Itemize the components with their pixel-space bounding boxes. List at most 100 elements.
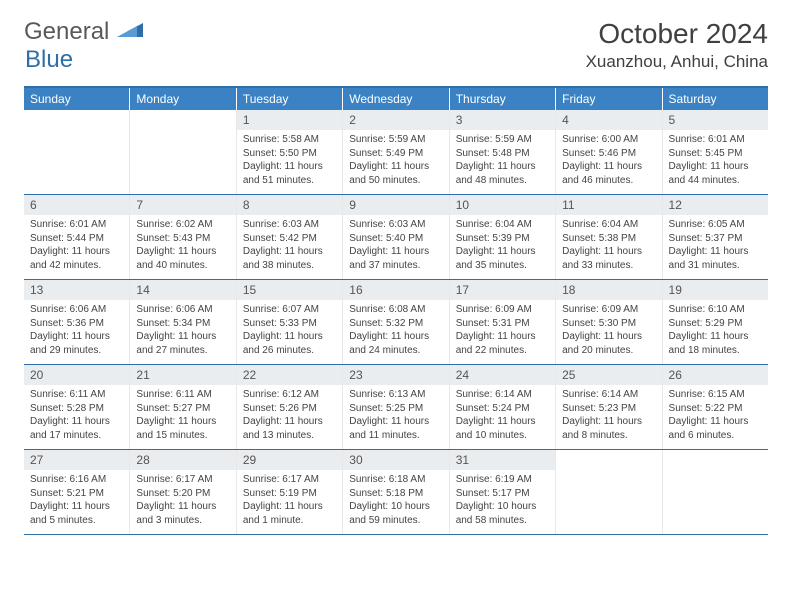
daylight-text: Daylight: 11 hours and 13 minutes. bbox=[243, 415, 336, 442]
day-cell: 8Sunrise: 6:03 AMSunset: 5:42 PMDaylight… bbox=[237, 195, 343, 279]
sunrise-text: Sunrise: 6:11 AM bbox=[30, 388, 123, 402]
weekday-header: Thursday bbox=[450, 88, 556, 110]
day-cell: 20Sunrise: 6:11 AMSunset: 5:28 PMDayligh… bbox=[24, 365, 130, 449]
daylight-text: Daylight: 11 hours and 10 minutes. bbox=[456, 415, 549, 442]
sunset-text: Sunset: 5:44 PM bbox=[30, 232, 123, 246]
sunset-text: Sunset: 5:45 PM bbox=[669, 147, 762, 161]
day-body: Sunrise: 6:12 AMSunset: 5:26 PMDaylight:… bbox=[237, 385, 342, 446]
day-number: 26 bbox=[663, 365, 768, 385]
day-body: Sunrise: 6:03 AMSunset: 5:42 PMDaylight:… bbox=[237, 215, 342, 276]
day-body: Sunrise: 6:17 AMSunset: 5:19 PMDaylight:… bbox=[237, 470, 342, 531]
day-cell: . bbox=[24, 110, 130, 194]
day-body: Sunrise: 6:16 AMSunset: 5:21 PMDaylight:… bbox=[24, 470, 129, 531]
day-body: Sunrise: 6:07 AMSunset: 5:33 PMDaylight:… bbox=[237, 300, 342, 361]
daylight-text: Daylight: 11 hours and 8 minutes. bbox=[562, 415, 655, 442]
header: General October 2024 Xuanzhou, Anhui, Ch… bbox=[24, 18, 768, 72]
weekday-header: Tuesday bbox=[237, 88, 343, 110]
daylight-text: Daylight: 11 hours and 15 minutes. bbox=[136, 415, 229, 442]
sunset-text: Sunset: 5:21 PM bbox=[30, 487, 123, 501]
sunset-text: Sunset: 5:36 PM bbox=[30, 317, 123, 331]
day-body: Sunrise: 5:59 AMSunset: 5:49 PMDaylight:… bbox=[343, 130, 448, 191]
sunset-text: Sunset: 5:34 PM bbox=[136, 317, 229, 331]
brand-triangle-icon bbox=[117, 21, 147, 44]
day-cell: 11Sunrise: 6:04 AMSunset: 5:38 PMDayligh… bbox=[556, 195, 662, 279]
calendar: SundayMondayTuesdayWednesdayThursdayFrid… bbox=[24, 86, 768, 535]
day-number: 8 bbox=[237, 195, 342, 215]
day-cell: . bbox=[556, 450, 662, 534]
daylight-text: Daylight: 11 hours and 6 minutes. bbox=[669, 415, 762, 442]
sunrise-text: Sunrise: 6:17 AM bbox=[136, 473, 229, 487]
day-body: Sunrise: 6:09 AMSunset: 5:30 PMDaylight:… bbox=[556, 300, 661, 361]
day-cell: . bbox=[130, 110, 236, 194]
day-cell: 21Sunrise: 6:11 AMSunset: 5:27 PMDayligh… bbox=[130, 365, 236, 449]
day-number: 11 bbox=[556, 195, 661, 215]
day-number: 6 bbox=[24, 195, 129, 215]
title-block: October 2024 Xuanzhou, Anhui, China bbox=[586, 18, 768, 72]
sunset-text: Sunset: 5:27 PM bbox=[136, 402, 229, 416]
sunset-text: Sunset: 5:28 PM bbox=[30, 402, 123, 416]
day-cell: 24Sunrise: 6:14 AMSunset: 5:24 PMDayligh… bbox=[450, 365, 556, 449]
day-body: Sunrise: 6:11 AMSunset: 5:28 PMDaylight:… bbox=[24, 385, 129, 446]
day-number: 18 bbox=[556, 280, 661, 300]
location-label: Xuanzhou, Anhui, China bbox=[586, 52, 768, 72]
sunset-text: Sunset: 5:22 PM bbox=[669, 402, 762, 416]
day-cell: 30Sunrise: 6:18 AMSunset: 5:18 PMDayligh… bbox=[343, 450, 449, 534]
sunset-text: Sunset: 5:40 PM bbox=[349, 232, 442, 246]
day-body: Sunrise: 6:01 AMSunset: 5:44 PMDaylight:… bbox=[24, 215, 129, 276]
sunset-text: Sunset: 5:46 PM bbox=[562, 147, 655, 161]
sunset-text: Sunset: 5:43 PM bbox=[136, 232, 229, 246]
daylight-text: Daylight: 11 hours and 18 minutes. bbox=[669, 330, 762, 357]
sunrise-text: Sunrise: 6:09 AM bbox=[456, 303, 549, 317]
month-title: October 2024 bbox=[586, 18, 768, 50]
day-number: 20 bbox=[24, 365, 129, 385]
sunrise-text: Sunrise: 6:18 AM bbox=[349, 473, 442, 487]
day-body: Sunrise: 6:01 AMSunset: 5:45 PMDaylight:… bbox=[663, 130, 768, 191]
day-cell: . bbox=[663, 450, 768, 534]
day-number: 22 bbox=[237, 365, 342, 385]
day-body: Sunrise: 6:02 AMSunset: 5:43 PMDaylight:… bbox=[130, 215, 235, 276]
day-body: Sunrise: 6:06 AMSunset: 5:34 PMDaylight:… bbox=[130, 300, 235, 361]
day-cell: 19Sunrise: 6:10 AMSunset: 5:29 PMDayligh… bbox=[663, 280, 768, 364]
sunset-text: Sunset: 5:19 PM bbox=[243, 487, 336, 501]
sunset-text: Sunset: 5:20 PM bbox=[136, 487, 229, 501]
day-cell: 4Sunrise: 6:00 AMSunset: 5:46 PMDaylight… bbox=[556, 110, 662, 194]
day-number: 2 bbox=[343, 110, 448, 130]
daylight-text: Daylight: 11 hours and 29 minutes. bbox=[30, 330, 123, 357]
day-cell: 23Sunrise: 6:13 AMSunset: 5:25 PMDayligh… bbox=[343, 365, 449, 449]
day-number: 30 bbox=[343, 450, 448, 470]
week-row: 27Sunrise: 6:16 AMSunset: 5:21 PMDayligh… bbox=[24, 450, 768, 535]
day-number: 19 bbox=[663, 280, 768, 300]
day-number: 13 bbox=[24, 280, 129, 300]
day-number: 27 bbox=[24, 450, 129, 470]
day-body: Sunrise: 6:03 AMSunset: 5:40 PMDaylight:… bbox=[343, 215, 448, 276]
sunrise-text: Sunrise: 6:03 AM bbox=[243, 218, 336, 232]
day-cell: 5Sunrise: 6:01 AMSunset: 5:45 PMDaylight… bbox=[663, 110, 768, 194]
day-number: 17 bbox=[450, 280, 555, 300]
day-number: 29 bbox=[237, 450, 342, 470]
day-cell: 12Sunrise: 6:05 AMSunset: 5:37 PMDayligh… bbox=[663, 195, 768, 279]
daylight-text: Daylight: 11 hours and 42 minutes. bbox=[30, 245, 123, 272]
weekday-header: Saturday bbox=[663, 88, 768, 110]
day-cell: 15Sunrise: 6:07 AMSunset: 5:33 PMDayligh… bbox=[237, 280, 343, 364]
sunrise-text: Sunrise: 6:19 AM bbox=[456, 473, 549, 487]
day-number: 7 bbox=[130, 195, 235, 215]
weeks-container: ..1Sunrise: 5:58 AMSunset: 5:50 PMDaylig… bbox=[24, 110, 768, 535]
day-body: Sunrise: 6:18 AMSunset: 5:18 PMDaylight:… bbox=[343, 470, 448, 531]
weekday-header: Sunday bbox=[24, 88, 130, 110]
sunrise-text: Sunrise: 6:12 AM bbox=[243, 388, 336, 402]
sunrise-text: Sunrise: 5:58 AM bbox=[243, 133, 336, 147]
day-body: Sunrise: 6:14 AMSunset: 5:23 PMDaylight:… bbox=[556, 385, 661, 446]
day-number: 31 bbox=[450, 450, 555, 470]
sunrise-text: Sunrise: 6:06 AM bbox=[30, 303, 123, 317]
day-number: 14 bbox=[130, 280, 235, 300]
day-number: 3 bbox=[450, 110, 555, 130]
day-cell: 1Sunrise: 5:58 AMSunset: 5:50 PMDaylight… bbox=[237, 110, 343, 194]
sunset-text: Sunset: 5:42 PM bbox=[243, 232, 336, 246]
day-cell: 17Sunrise: 6:09 AMSunset: 5:31 PMDayligh… bbox=[450, 280, 556, 364]
daylight-text: Daylight: 11 hours and 31 minutes. bbox=[669, 245, 762, 272]
daylight-text: Daylight: 10 hours and 58 minutes. bbox=[456, 500, 549, 527]
daylight-text: Daylight: 11 hours and 26 minutes. bbox=[243, 330, 336, 357]
weekday-header: Monday bbox=[130, 88, 236, 110]
sunset-text: Sunset: 5:23 PM bbox=[562, 402, 655, 416]
daylight-text: Daylight: 11 hours and 27 minutes. bbox=[136, 330, 229, 357]
